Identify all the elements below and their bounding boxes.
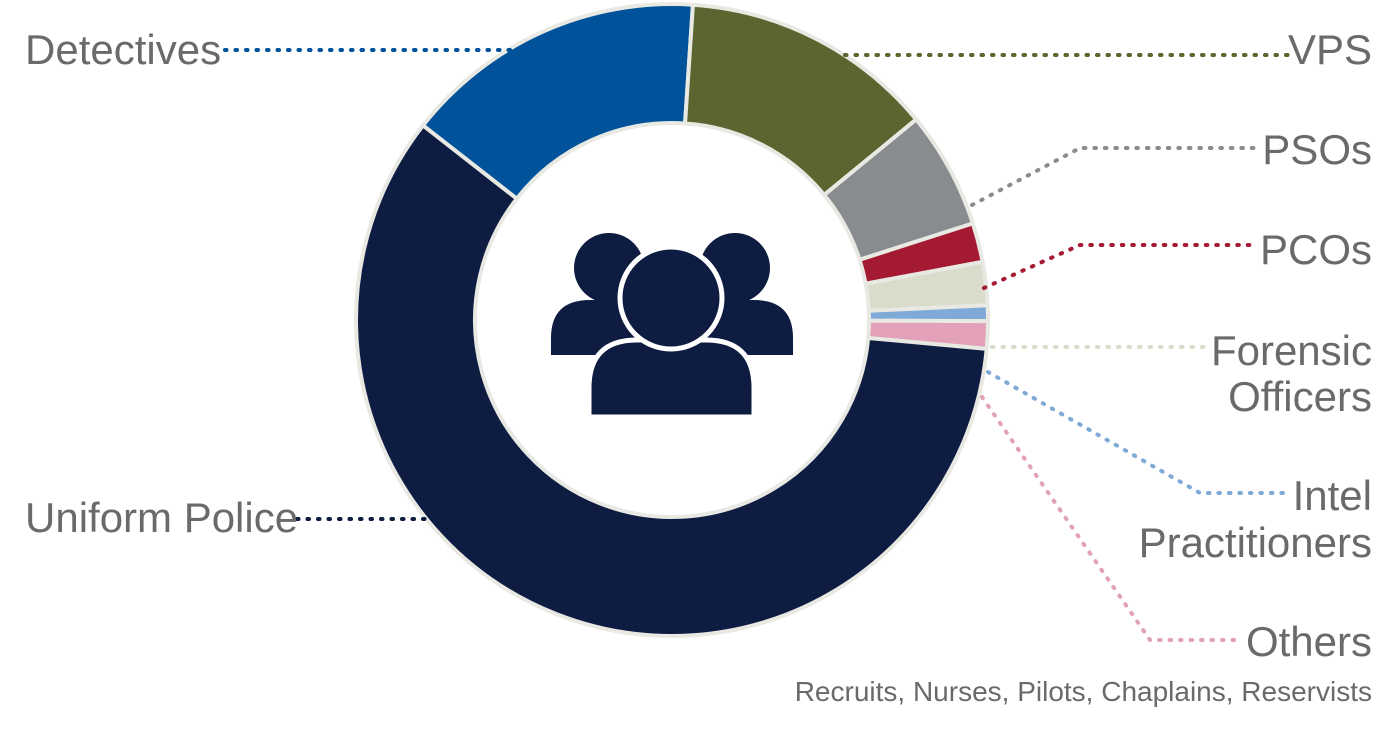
donut-slices xyxy=(354,2,990,638)
group-of-people-icon xyxy=(551,233,793,420)
leader-psos xyxy=(970,146,1260,207)
label-forensic-line2: Officers xyxy=(1228,373,1372,420)
label-others: Others xyxy=(1246,618,1372,665)
leader-intel-practitioners xyxy=(986,370,1290,495)
person-front-body xyxy=(586,337,757,420)
slice-labels: Detectives VPS PSOs PCOs Forensic Office… xyxy=(25,26,1372,707)
leader-others xyxy=(980,395,1242,642)
label-detectives: Detectives xyxy=(25,26,221,73)
leader-pcos xyxy=(982,243,1260,290)
slice-uniform-police xyxy=(354,123,989,638)
person-front-head xyxy=(617,244,725,352)
leader-lines xyxy=(223,48,1290,642)
label-uniform-police: Uniform Police xyxy=(25,494,298,541)
label-intel-line2: Practitioners xyxy=(1139,519,1372,566)
label-pcos: PCOs xyxy=(1260,226,1372,273)
label-intel-line1: Intel xyxy=(1293,472,1372,519)
label-others-sublabel: Recruits, Nurses, Pilots, Chaplains, Res… xyxy=(795,676,1372,707)
label-forensic-line1: Forensic xyxy=(1211,327,1372,374)
label-psos: PSOs xyxy=(1262,126,1372,173)
label-vps: VPS xyxy=(1288,26,1372,73)
